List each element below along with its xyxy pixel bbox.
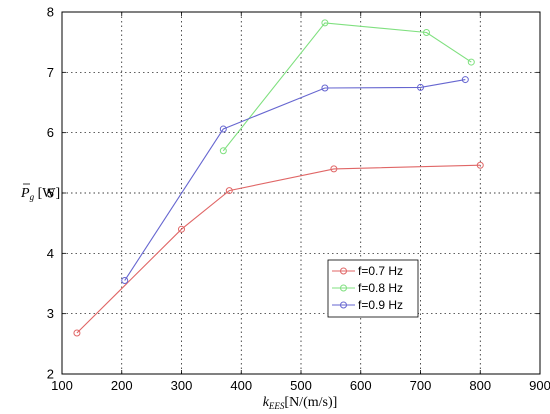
x-tick-label: 800: [469, 378, 491, 393]
axis-ticks: 100 200 300 400 500 600 700 800 900 2 3 4 5 6 7 8: [47, 5, 550, 394]
data-point: [178, 225, 185, 233]
x-tick-label: 300: [171, 378, 193, 393]
legend-entry: f=0.8 Hz: [332, 281, 403, 295]
series-line: [222, 22, 472, 152]
y-axis-label: Pg [W]: [20, 183, 60, 202]
data-point: [417, 83, 424, 91]
x-axis-label: kEES[N/(m/s)]: [263, 395, 338, 411]
x-tick-label: 400: [230, 378, 252, 393]
data-point: [219, 147, 227, 155]
legend-label: f=0.9 Hz: [358, 298, 403, 312]
data-point: [121, 276, 129, 284]
x-tick-label: 200: [111, 378, 133, 393]
legend-label: f=0.8 Hz: [358, 281, 403, 295]
legend-label: f=0.7 Hz: [358, 264, 403, 278]
data-point: [73, 329, 81, 337]
y-tick-label: 7: [47, 65, 54, 80]
x-tick-label: 700: [410, 378, 432, 393]
data-point: [321, 19, 329, 27]
legend-swatch-marker: [340, 267, 347, 275]
series-f-0-9-hz: [121, 76, 469, 284]
data-point: [476, 161, 484, 169]
x-tick-label: 500: [290, 378, 312, 393]
y-axis-label-unit: [W]: [34, 186, 60, 201]
x-tick-label: 600: [350, 378, 372, 393]
legend-entry: f=0.9 Hz: [332, 298, 403, 312]
data-point: [467, 58, 475, 66]
x-tick-label: 100: [51, 378, 73, 393]
data-point: [330, 165, 338, 173]
series-layer: [73, 19, 484, 337]
series-f-0-8-hz: [219, 19, 475, 155]
series-line: [76, 164, 481, 334]
y-tick-label: 4: [47, 246, 54, 261]
y-axis-label-main: P: [20, 186, 30, 201]
y-tick-label: 3: [47, 306, 54, 321]
data-point: [422, 29, 430, 37]
legend-entry: f=0.7 Hz: [332, 264, 403, 278]
y-tick-label: 2: [47, 367, 54, 382]
y-tick-label: 5: [47, 186, 54, 201]
x-axis-label-main: k: [263, 395, 270, 410]
legend-swatch-marker: [340, 301, 347, 309]
x-axis-label-unit: [N/(m/s)]: [284, 395, 337, 410]
data-point: [321, 84, 329, 92]
legend: f=0.7 Hz f=0.8 Hz f=0.9 Hz: [327, 259, 419, 318]
data-point: [219, 125, 227, 133]
grid: [62, 12, 540, 374]
data-point: [461, 76, 469, 84]
y-tick-label: 8: [47, 5, 54, 20]
series-line: [124, 79, 466, 281]
x-tick-label: 900: [529, 378, 550, 393]
series-f-0-7-hz: [73, 161, 484, 337]
y-axis-label-sub: g: [30, 192, 35, 202]
x-axis-label-sub: EES: [268, 401, 285, 411]
y-tick-label: 6: [47, 125, 54, 140]
svg-text:Pg [W]: Pg [W]: [20, 186, 60, 202]
legend-swatch-marker: [340, 284, 347, 292]
data-point: [225, 187, 233, 195]
